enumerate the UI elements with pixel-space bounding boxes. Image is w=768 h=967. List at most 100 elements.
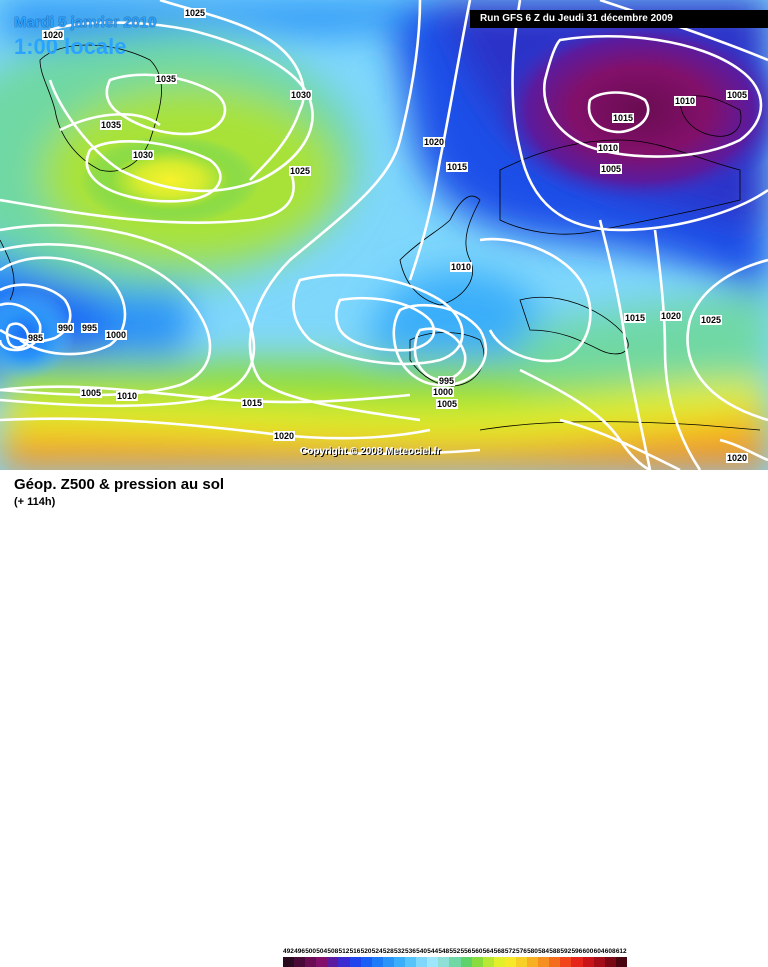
isobar-label: 1030 xyxy=(132,150,155,160)
geopotential-field xyxy=(0,0,768,470)
legend-swatch xyxy=(504,957,516,967)
legend-swatch xyxy=(305,957,317,967)
high-center-shading xyxy=(80,135,260,225)
isobar-label: 1020 xyxy=(273,431,296,441)
legend-value: 560 xyxy=(471,948,483,955)
legend-value: 572 xyxy=(504,948,516,955)
footer: Géop. Z500 & pression au sol (+ 114h) 49… xyxy=(0,470,768,967)
legend-value: 556 xyxy=(460,948,472,955)
isobar-label: 1015 xyxy=(624,313,647,323)
model-run-banner: Run GFS 6 Z du Jeudi 31 décembre 2009 xyxy=(470,10,768,28)
legend-swatch xyxy=(283,957,295,967)
legend-swatch xyxy=(393,957,406,967)
legend-value: 592 xyxy=(560,948,572,955)
legend-value: 540 xyxy=(416,948,427,955)
isobar-label: 1000 xyxy=(105,330,128,340)
legend-value: 508 xyxy=(327,948,339,955)
legend-value: 552 xyxy=(449,948,461,955)
legend-value: 492 xyxy=(283,948,294,955)
legend-swatch xyxy=(405,957,417,967)
legend-swatch xyxy=(560,957,572,967)
legend-value: 596 xyxy=(571,948,583,955)
legend-swatch xyxy=(604,957,616,967)
legend-value: 520 xyxy=(360,948,372,955)
isobar-label: 1020 xyxy=(726,453,749,463)
isobar-label: 1000 xyxy=(432,387,455,397)
legend-swatch xyxy=(493,957,505,967)
legend-swatch xyxy=(449,957,461,967)
legend-value: 512 xyxy=(338,948,350,955)
isobar-label: 1025 xyxy=(289,166,312,176)
legend-swatch xyxy=(527,957,539,967)
legend-swatch xyxy=(416,957,428,967)
isobar-label: 1030 xyxy=(290,90,313,100)
legend-swatch xyxy=(471,957,483,967)
legend-value: 504 xyxy=(316,948,328,955)
legend-swatch xyxy=(482,957,494,967)
isobar-label: 1020 xyxy=(660,311,683,321)
isobar-label: 1025 xyxy=(184,8,207,18)
isobars xyxy=(0,0,768,470)
legend-swatch xyxy=(294,957,306,967)
isobar-label: 1015 xyxy=(241,398,264,408)
weather-map: Mardi 5 janvier 2010 1:00 locale Run GFS… xyxy=(0,0,768,470)
isobar-label: 1020 xyxy=(42,30,65,40)
isobar-label: 1020 xyxy=(423,137,446,147)
forecast-date: Mardi 5 janvier 2010 xyxy=(14,14,157,31)
isobar-label: 1005 xyxy=(80,388,103,398)
legend-swatch xyxy=(371,957,383,967)
isobar-label: 1035 xyxy=(100,120,123,130)
legend-value: 584 xyxy=(538,948,550,955)
legend-swatch xyxy=(515,957,528,967)
legend-swatch xyxy=(460,957,472,967)
isobar-label: 1025 xyxy=(700,315,723,325)
legend-value: 516 xyxy=(349,948,361,955)
isobar-label: 1005 xyxy=(436,399,459,409)
legend-swatch xyxy=(615,957,627,967)
legend-swatch xyxy=(382,957,394,967)
isobar-label: 1005 xyxy=(600,164,623,174)
isobar-label: 1005 xyxy=(726,90,749,100)
isobar-label: 990 xyxy=(57,323,75,333)
footer-subtitle: (+ 114h) xyxy=(14,496,56,508)
isobar-label: 985 xyxy=(27,333,45,343)
isobar-label: 1015 xyxy=(446,162,469,172)
legend-value: 608 xyxy=(604,948,616,955)
legend-value: 500 xyxy=(305,948,317,955)
legend-labels: 492 496 500 504 508 512 516 520 524 528 532 536 540 5… xyxy=(283,948,749,955)
legend-swatch xyxy=(360,957,372,967)
legend-value: 544 xyxy=(427,948,439,955)
legend-value: 588 xyxy=(549,948,561,955)
isobar-label: 1010 xyxy=(674,96,697,106)
legend-value: 576 xyxy=(515,948,527,955)
color-legend: 492 496 500 504 508 512 516 520 524 528 532 536 540 5… xyxy=(283,948,749,967)
legend-swatch xyxy=(338,957,350,967)
legend-value: 532 xyxy=(393,948,405,955)
isobar-label: 1035 xyxy=(155,74,178,84)
legend-swatch xyxy=(438,957,450,967)
isobar-label: 1010 xyxy=(116,391,139,401)
legend-swatch xyxy=(427,957,439,967)
legend-swatch xyxy=(582,957,594,967)
legend-value: 524 xyxy=(371,948,383,955)
legend-swatch xyxy=(593,957,605,967)
forecast-local-time: 1:00 locale xyxy=(14,34,127,59)
copyright-text: Copyright © 2008 Meteociel.fr xyxy=(300,446,441,457)
legend-swatch xyxy=(327,957,339,967)
legend-value: 600 xyxy=(582,948,594,955)
legend-value: 536 xyxy=(405,948,416,955)
legend-value: 568 xyxy=(493,948,505,955)
legend-swatch xyxy=(538,957,550,967)
footer-title: Géop. Z500 & pression au sol xyxy=(14,476,225,493)
legend-swatch xyxy=(316,957,328,967)
legend-value: 604 xyxy=(593,948,605,955)
legend-swatch xyxy=(549,957,561,967)
isobar-label: 1010 xyxy=(597,143,620,153)
legend-value: 580 xyxy=(527,948,538,955)
legend-swatches xyxy=(283,957,749,967)
isobar-label: 1010 xyxy=(450,262,473,272)
legend-value: 496 xyxy=(294,948,305,955)
legend-swatch xyxy=(349,957,361,967)
legend-swatch xyxy=(571,957,583,967)
legend-value: 564 xyxy=(482,948,494,955)
